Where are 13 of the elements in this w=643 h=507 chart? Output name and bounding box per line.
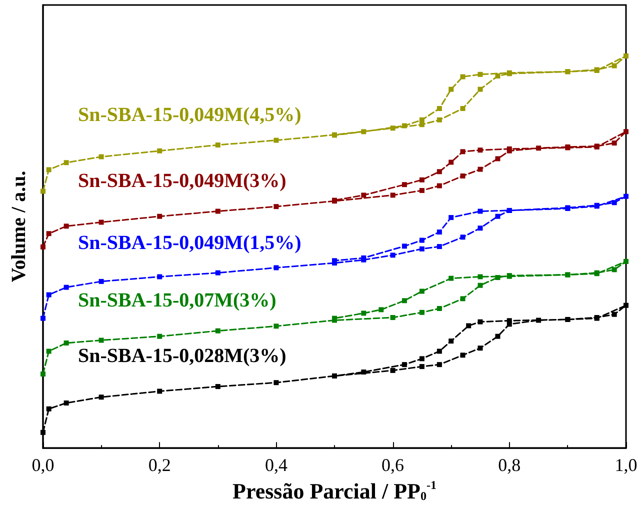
x-tick-label: 1,0 [614, 455, 638, 476]
series-label: Sn-SBA-15-0,07M(3%) [78, 289, 276, 312]
series-label: Sn-SBA-15-0,049M(4,5%) [78, 104, 302, 126]
x-axis-title: Pressão Parcial / PP0-1 [232, 478, 436, 504]
x-tick-label: 0,4 [264, 455, 288, 476]
series-label: Sn-SBA-15-0,049M(3%) [78, 170, 286, 192]
x-tick-label: 0,6 [382, 455, 404, 476]
x-tick-label: 0,2 [148, 455, 171, 476]
series-label: Sn-SBA-15-0,049M(1,5%) [78, 232, 302, 254]
series-label: Sn-SBA-15-0,028M(3%) [78, 344, 286, 367]
y-axis-title: Volume / a.u. [8, 170, 30, 282]
x-tick-label: 0,8 [498, 455, 521, 476]
x-tick-label: 0,0 [32, 455, 54, 476]
